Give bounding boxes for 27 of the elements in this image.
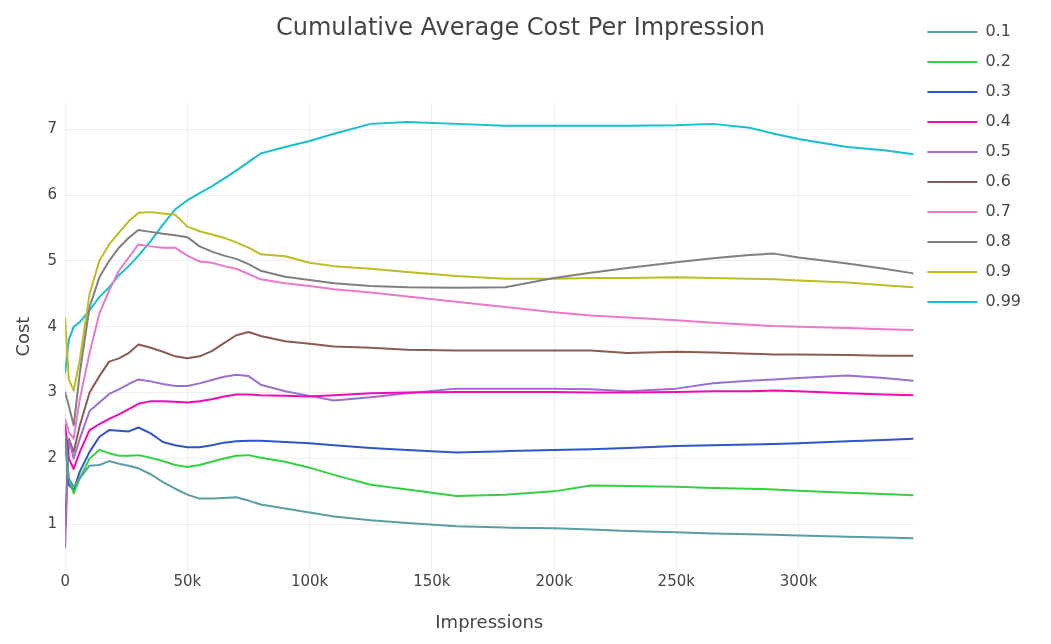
legend-label: 0.2	[985, 51, 1011, 71]
y-axis-title: Cost	[12, 316, 34, 357]
legend-label: 0.3	[985, 81, 1011, 101]
y-tick-label: 5	[47, 250, 58, 269]
x-tick-label: 150k	[413, 572, 451, 591]
legend-label: 0.6	[985, 171, 1011, 191]
y-tick-label: 4	[47, 316, 58, 335]
legend-label: 0.7	[985, 201, 1011, 221]
legend-label: 0.8	[985, 231, 1011, 251]
y-tick-label: 2	[47, 448, 58, 467]
chart-title: Cumulative Average Cost Per Impression	[275, 12, 766, 41]
legend-label: 0.5	[985, 141, 1011, 161]
x-tick-label: 100k	[290, 572, 329, 591]
x-tick-label: 200k	[535, 572, 573, 591]
legend-label: 0.4	[985, 111, 1011, 131]
x-tick-label: 250k	[657, 572, 696, 591]
legend-label: 0.9	[985, 261, 1011, 281]
legend-label: 0.1	[985, 21, 1011, 41]
y-tick-label: 1	[47, 514, 58, 533]
x-tick-label: 0	[60, 572, 70, 591]
y-tick-label: 6	[47, 184, 58, 203]
x-tick-label: 50k	[173, 572, 202, 591]
y-tick-label: 7	[47, 119, 58, 138]
y-tick-label: 3	[47, 382, 58, 401]
x-tick-label: 300k	[779, 572, 818, 591]
legend-label: 0.99	[985, 291, 1021, 311]
x-axis-title: Impressions	[435, 610, 544, 632]
